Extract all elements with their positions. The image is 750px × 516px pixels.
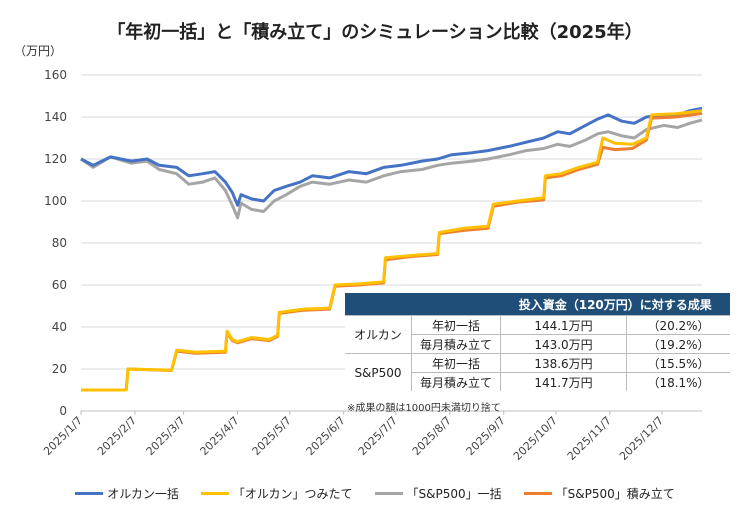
pct-cell: （20.2%）: [626, 315, 730, 335]
x-tick-label: 2025/9/7: [464, 414, 508, 458]
legend-label: オルカン一括: [107, 487, 179, 501]
method-cell: 毎月積み立て: [411, 372, 501, 391]
x-tick-label: 2025/12/7: [617, 414, 666, 463]
x-tick-label: 2025/4/7: [198, 414, 242, 458]
x-tick-label: 2025/10/7: [511, 414, 560, 463]
legend-item: オルカン一括: [75, 485, 179, 502]
x-tick-label: 2025/1/7: [41, 414, 85, 458]
x-tick-label: 2025/5/7: [250, 414, 294, 458]
results-table: 投入資金（120万円）に対する成果 オルカン 年初一括 144.1万円 （20.…: [345, 293, 730, 391]
table-row: S&P500 年初一括 138.6万円 （15.5%）: [345, 353, 730, 391]
y-tick-label: 120: [44, 152, 67, 166]
value-cell: 144.1万円: [500, 315, 627, 335]
table-header-row: 投入資金（120万円）に対する成果: [345, 293, 730, 316]
legend-label: 「S&P500」積み立て: [555, 487, 675, 501]
group-label: S&P500: [345, 353, 412, 391]
x-tick-label: 2025/11/7: [565, 414, 614, 463]
legend-swatch: [75, 492, 104, 495]
y-tick-label: 100: [44, 194, 67, 208]
chart-title: 「年初一括」と「積み立て」のシミュレーション比較（2025年）: [107, 22, 643, 43]
x-tick-label: 2025/7/7: [356, 414, 400, 458]
pct-cell: （19.2%）: [626, 334, 730, 354]
legend-item: 「オルカン」つみたて: [200, 485, 353, 502]
pct-cell: （18.1%）: [626, 372, 730, 391]
legend-swatch: [200, 492, 229, 495]
legend: オルカン一括 「オルカン」つみたて 「S&P500」一括 「S&P500」積み立…: [0, 485, 750, 502]
legend-label: 「S&P500」一括: [406, 487, 502, 501]
x-tick-label: 2025/6/7: [304, 414, 348, 458]
legend-item: 「S&P500」一括: [374, 485, 502, 502]
method-cell: 年初一括: [411, 315, 501, 335]
table-header: 投入資金（120万円）に対する成果: [500, 293, 730, 316]
legend-swatch: [374, 492, 403, 495]
group-label: オルカン: [345, 315, 412, 354]
y-tick-label: 140: [44, 110, 67, 124]
legend-label: 「オルカン」つみたて: [232, 487, 353, 501]
series-line-1: [81, 109, 703, 392]
series-line-2: [80, 118, 703, 220]
x-tick-label: 2025/8/7: [410, 414, 454, 458]
table-note: ※成果の額は1000円未満切り捨て: [347, 403, 501, 414]
pct-cell: （15.5%）: [626, 353, 730, 373]
value-cell: 138.6万円: [500, 353, 627, 373]
x-tick-label: 2025/3/7: [144, 414, 188, 458]
y-tick-label: 0: [59, 404, 67, 418]
legend-item: 「S&P500」積み立て: [523, 485, 675, 502]
method-cell: 年初一括: [411, 353, 501, 373]
y-axis-unit: （万円）: [14, 44, 63, 58]
y-tick-label: 40: [52, 320, 67, 334]
table-row: 毎月積み立て 143.0万円 （19.2%）: [345, 334, 730, 354]
y-tick-label: 60: [52, 278, 67, 292]
y-tick-label: 160: [44, 68, 67, 82]
table-row: オルカン 年初一括 144.1万円 （20.2%）: [345, 315, 730, 354]
y-tick-label: 20: [52, 362, 67, 376]
y-tick-label: 80: [52, 236, 67, 250]
legend-swatch: [523, 492, 552, 495]
value-cell: 143.0万円: [500, 334, 627, 354]
x-tick-label: 2025/2/7: [95, 414, 139, 458]
method-cell: 毎月積み立て: [411, 334, 501, 354]
table-row: 毎月積み立て 141.7万円 （18.1%）: [345, 372, 730, 391]
series-line-0: [80, 106, 703, 207]
value-cell: 141.7万円: [500, 372, 627, 391]
